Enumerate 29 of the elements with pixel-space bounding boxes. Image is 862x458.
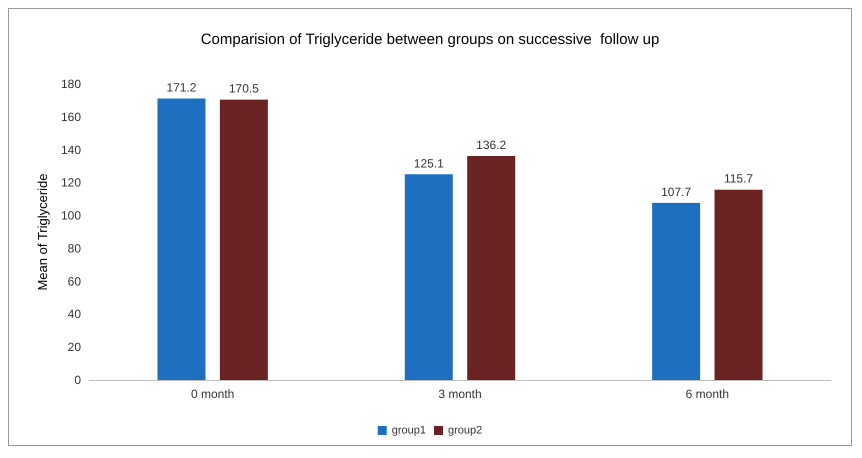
- bar: [652, 202, 700, 380]
- x-tick-label: 3 month: [438, 387, 482, 401]
- data-label: 136.2: [476, 138, 507, 152]
- data-label: 170.5: [228, 82, 260, 96]
- y-tick-label: 140: [60, 142, 82, 157]
- y-tick-label: 0: [74, 373, 82, 387]
- x-tick-label: 0 month: [190, 387, 234, 401]
- x-tick-label: 6 month: [686, 387, 730, 401]
- bar: [220, 100, 268, 380]
- bar: [467, 156, 516, 380]
- y-axis-title: Mean of Triglyceride: [35, 173, 50, 291]
- bar: [157, 98, 206, 380]
- data-label: 125.1: [414, 156, 444, 170]
- y-tick-label: 100: [60, 208, 82, 223]
- data-label: 107.7: [661, 184, 692, 199]
- y-tick-label: 20: [68, 340, 82, 354]
- legend-label: group2: [448, 424, 482, 436]
- y-tick-label: 80: [68, 241, 82, 256]
- y-tick-label: 180: [60, 77, 82, 91]
- data-label: 171.2: [166, 80, 197, 94]
- bar: [714, 190, 763, 380]
- y-tick-label: 60: [68, 274, 82, 288]
- legend-label: group1: [392, 424, 426, 436]
- y-tick-label: 160: [60, 110, 82, 124]
- y-tick-label: 120: [60, 176, 82, 190]
- y-tick-label: 40: [68, 307, 82, 322]
- bar: [404, 174, 453, 380]
- data-label: 115.7: [724, 172, 754, 186]
- chart-title: Comparision of Triglyceride between groups on successive follow up: [200, 31, 660, 48]
